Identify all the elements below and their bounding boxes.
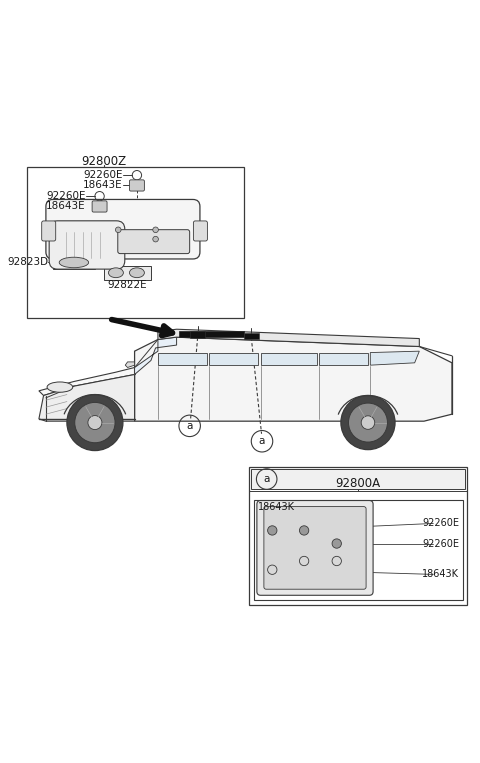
FancyBboxPatch shape bbox=[252, 468, 465, 489]
Polygon shape bbox=[39, 368, 134, 395]
Circle shape bbox=[153, 227, 158, 233]
FancyBboxPatch shape bbox=[118, 230, 190, 253]
Polygon shape bbox=[370, 351, 420, 365]
FancyBboxPatch shape bbox=[244, 333, 259, 340]
Polygon shape bbox=[39, 375, 134, 421]
Bar bbox=[58, 232, 188, 251]
Bar bbox=[27, 167, 244, 318]
Text: 18643K: 18643K bbox=[422, 569, 459, 579]
FancyBboxPatch shape bbox=[46, 199, 200, 259]
FancyBboxPatch shape bbox=[264, 507, 366, 589]
FancyBboxPatch shape bbox=[130, 180, 144, 191]
Text: a: a bbox=[186, 421, 193, 431]
Bar bbox=[104, 266, 151, 280]
Polygon shape bbox=[125, 362, 134, 368]
Text: 92260E: 92260E bbox=[422, 518, 459, 529]
Text: 92260E: 92260E bbox=[422, 539, 459, 549]
Circle shape bbox=[341, 395, 395, 449]
Polygon shape bbox=[158, 329, 420, 346]
Circle shape bbox=[348, 403, 387, 442]
Polygon shape bbox=[134, 337, 452, 421]
Text: 92800Z: 92800Z bbox=[82, 155, 127, 168]
Circle shape bbox=[67, 394, 123, 451]
Circle shape bbox=[268, 526, 277, 535]
Bar bbox=[253, 500, 463, 600]
Bar bbox=[158, 353, 207, 365]
Circle shape bbox=[116, 227, 121, 233]
Text: a: a bbox=[259, 436, 265, 446]
Text: 92260E: 92260E bbox=[84, 170, 123, 180]
Text: 92822E: 92822E bbox=[108, 280, 147, 291]
Circle shape bbox=[300, 526, 309, 535]
Ellipse shape bbox=[59, 257, 89, 268]
Circle shape bbox=[75, 402, 115, 443]
Bar bbox=[319, 353, 368, 365]
FancyBboxPatch shape bbox=[257, 501, 373, 595]
Ellipse shape bbox=[108, 268, 123, 278]
Circle shape bbox=[153, 237, 158, 242]
Circle shape bbox=[361, 416, 375, 430]
Bar bbox=[53, 256, 95, 269]
Bar bbox=[249, 467, 468, 604]
Circle shape bbox=[332, 539, 341, 548]
Text: 92800A: 92800A bbox=[336, 477, 381, 490]
Ellipse shape bbox=[47, 382, 73, 392]
Bar bbox=[261, 353, 317, 365]
Text: 92260E: 92260E bbox=[46, 192, 85, 201]
Text: 92823D: 92823D bbox=[7, 257, 48, 268]
Polygon shape bbox=[134, 337, 177, 375]
FancyBboxPatch shape bbox=[193, 221, 207, 241]
Circle shape bbox=[88, 416, 102, 430]
Text: a: a bbox=[264, 474, 270, 484]
Ellipse shape bbox=[130, 268, 144, 278]
FancyBboxPatch shape bbox=[190, 331, 205, 337]
Bar bbox=[209, 353, 258, 365]
FancyBboxPatch shape bbox=[92, 201, 107, 212]
FancyBboxPatch shape bbox=[49, 221, 125, 269]
Text: 18643E: 18643E bbox=[84, 181, 123, 191]
Text: 18643K: 18643K bbox=[258, 501, 295, 512]
FancyBboxPatch shape bbox=[179, 331, 244, 337]
FancyBboxPatch shape bbox=[42, 221, 56, 241]
Text: 18643E: 18643E bbox=[46, 201, 85, 211]
